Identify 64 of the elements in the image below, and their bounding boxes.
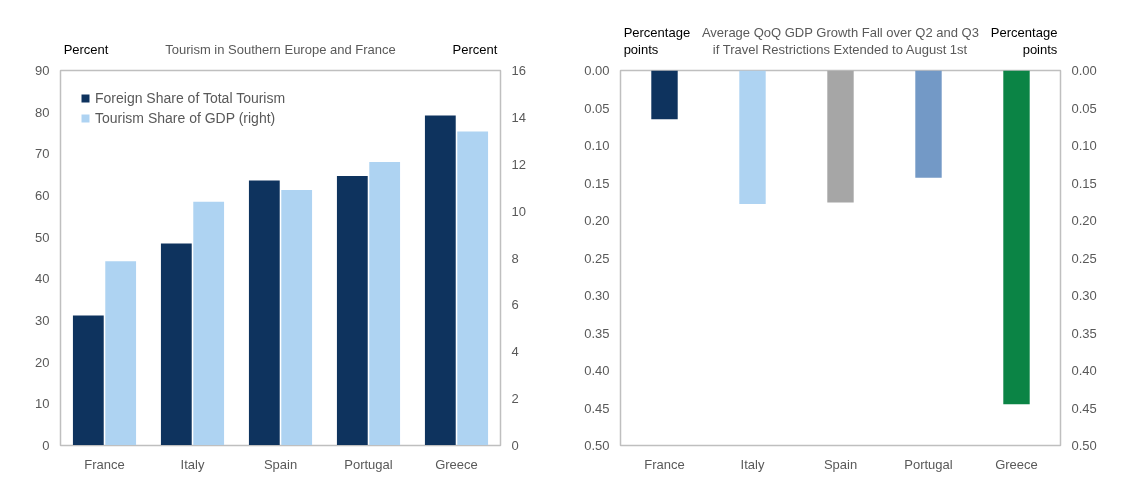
y2-tick-label: 14 [511,109,526,125]
y2-tick-label: 0.25 [1071,250,1097,266]
y-tick-label: 0.25 [584,250,610,266]
x-tick-label: Portugal [904,456,953,472]
x-tick-label: France [644,456,685,472]
y2-tick-label: 10 [511,203,526,219]
y2-axis-title: Percent [452,41,498,57]
chart-title: Average QoQ GDP Growth Fall over Q2 and Q3 if Travel Restrictions Extended to August 1st [701,25,979,57]
y2-tick-label: 0.05 [1071,100,1097,116]
legend-label: Foreign Share of Total Tourism [95,90,286,106]
x-tick-label: Spain [263,456,298,472]
y2-tick-label: 0.45 [1071,400,1097,416]
chart-title: Tourism in Southern Europe and France [165,41,396,57]
y-tick-label: 10 [35,396,50,412]
y2-tick-label: 0 [511,438,519,453]
y-tick-label: 0.30 [584,288,610,303]
bar [1003,70,1030,405]
y-axis-title: Percent [63,41,109,57]
bar [827,70,854,203]
y-tick-label: 60 [35,188,50,203]
y-tick-label: 0.45 [584,400,610,416]
x-tick-label: Italy [180,456,205,472]
y-axis-title: Percentage points [623,25,691,57]
y2-tick-label: 0.00 [1071,63,1097,78]
x-tick-label: Portugal [344,456,393,472]
y-tick-label: 70 [35,146,50,162]
y2-tick-label: 0.35 [1071,325,1097,341]
y-tick-label: 0.10 [584,138,610,153]
y-tick-label: 0.35 [584,325,610,341]
y2-tick-label: 0.50 [1071,438,1097,453]
y-tick-label: 20 [35,354,50,370]
bar [739,70,766,204]
y-tick-label: 80 [35,104,50,120]
bar [651,70,678,120]
y2-tick-label: 0.20 [1071,213,1097,228]
y-tick-label: 0.40 [584,363,610,378]
y2-tick-label: 0.30 [1071,288,1097,303]
y-tick-label: 0.20 [584,213,610,228]
y2-tick-label: 6 [511,297,519,313]
y2-tick-label: 4 [511,344,519,360]
y-tick-label: 0.15 [584,175,610,191]
y-tick-label: 0.05 [584,100,610,116]
y2-tick-label: 8 [511,250,519,266]
y-tick-label: 30 [35,313,50,328]
y2-tick-label: 16 [511,63,526,78]
x-tick-label: Spain [823,456,858,472]
y2-tick-label: 0.15 [1071,175,1097,191]
x-tick-label: Italy [740,456,765,472]
y-tick-label: 40 [35,271,50,287]
y-tick-label: 0.50 [584,438,610,453]
x-tick-label: Greece [435,456,478,472]
y-tick-label: 0.00 [584,63,610,78]
y2-tick-label: 2 [511,391,519,407]
bar [915,70,942,178]
y-tick-label: 90 [35,63,50,78]
y2-tick-label: 0.10 [1071,138,1097,153]
y2-axis-title: Percentage points [990,25,1058,57]
y2-tick-label: 12 [511,156,526,172]
y2-tick-label: 0.40 [1071,363,1097,378]
y-tick-label: 50 [35,229,50,245]
y-tick-label: 0 [42,438,50,453]
x-tick-label: Greece [995,456,1038,472]
x-tick-label: France [84,456,125,472]
legend-label: Tourism Share of GDP (right) [95,110,276,126]
